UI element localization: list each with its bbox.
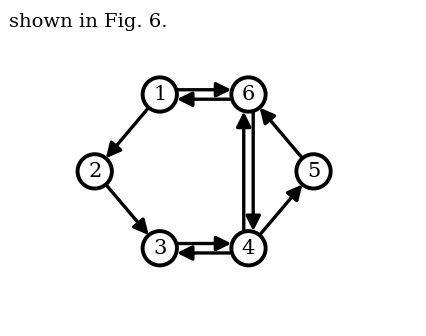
Circle shape: [231, 77, 266, 112]
FancyArrowPatch shape: [259, 187, 300, 235]
Text: 2: 2: [88, 162, 101, 181]
FancyArrowPatch shape: [238, 115, 250, 231]
Text: shown in Fig. 6.: shown in Fig. 6.: [9, 13, 167, 32]
Circle shape: [143, 231, 177, 265]
Circle shape: [231, 231, 266, 265]
Text: 5: 5: [307, 162, 320, 181]
FancyArrowPatch shape: [177, 84, 227, 96]
Text: 1: 1: [153, 85, 167, 104]
FancyArrowPatch shape: [106, 184, 146, 232]
FancyArrowPatch shape: [181, 247, 231, 259]
FancyArrowPatch shape: [247, 112, 259, 227]
FancyArrowPatch shape: [181, 93, 231, 105]
Text: 4: 4: [242, 239, 255, 258]
Text: 3: 3: [153, 239, 167, 258]
FancyArrowPatch shape: [262, 111, 302, 158]
FancyArrowPatch shape: [108, 108, 149, 156]
Text: 6: 6: [242, 85, 255, 104]
Circle shape: [78, 154, 112, 188]
Circle shape: [143, 77, 177, 112]
Circle shape: [296, 154, 331, 188]
FancyArrowPatch shape: [177, 238, 227, 250]
